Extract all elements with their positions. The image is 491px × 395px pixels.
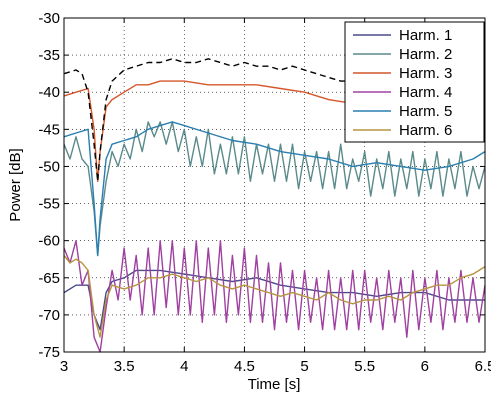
legend-label: Harm. 2 [399,46,452,63]
plot-frame [63,17,486,353]
series-line-total [63,58,485,183]
y-tick-label: -55 [38,196,60,213]
y-tick-label: -35 [38,47,60,64]
x-axis-ticks: 3 3.5 4 4.5 5 5.5 6 6.5 [60,18,491,375]
series-layer [63,58,486,353]
y-tick-label: -70 [38,307,60,324]
y-tick-label: -75 [38,344,60,361]
y-axis-ticks: -30 -35 -40 -45 -50 -55 -60 -65 -70 -75 [38,10,485,361]
x-tick-label: 3.5 [114,358,135,375]
x-tick-label: 4.5 [234,358,255,375]
legend-label: Harm. 4 [399,84,452,101]
series-line-harm-6 [63,255,486,338]
y-tick-label: -40 [38,84,60,101]
series-line-harm-2 [63,121,486,257]
legend-label: Harm. 3 [399,65,452,82]
y-tick-label: -50 [38,158,60,175]
y-tick-label: -30 [38,10,60,27]
legend: Harm. 1 Harm. 2 Harm. 3 Harm. 4 Harm. 5 Harm.… [344,21,485,143]
y-tick-label: -45 [38,121,60,138]
x-tick-label: 5.5 [354,358,375,375]
x-tick-label: 3 [60,358,68,375]
x-tick-label: 6.5 [475,358,491,375]
series-line-harm-4 [63,239,486,353]
legend-box [344,21,485,143]
x-axis-label: Time [s] [248,376,301,393]
y-tick-label: -65 [38,270,60,287]
series-line-harm-1 [63,269,485,331]
x-tick-label: 5 [300,358,308,375]
y-tick-label: -60 [38,233,60,250]
legend-label: Harm. 6 [399,122,452,139]
x-tick-label: 4 [180,358,188,375]
x-tick-label: 6 [421,358,429,375]
series-line-harm-5 [63,121,486,257]
legend-label: Harm. 1 [399,27,452,44]
legend-label: Harm. 5 [399,103,452,120]
y-axis-label: Power [dB] [7,148,24,221]
